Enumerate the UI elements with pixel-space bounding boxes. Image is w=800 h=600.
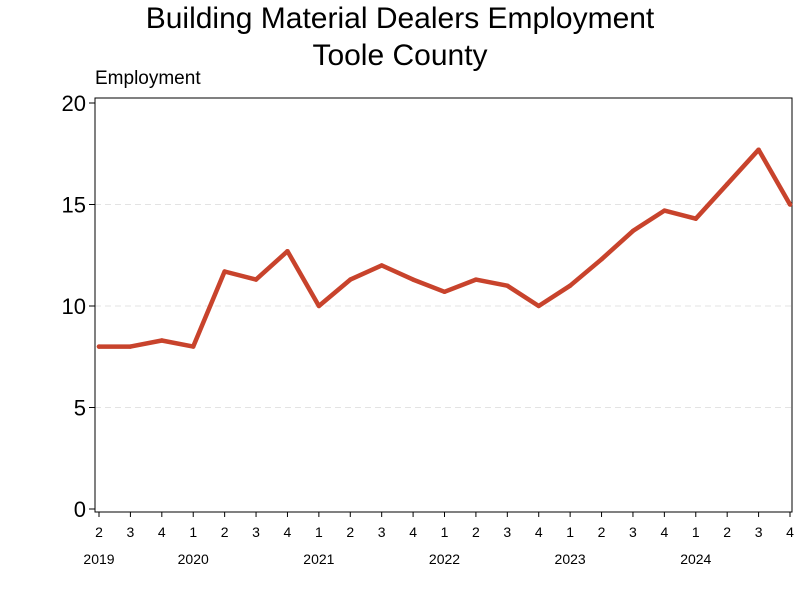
data-point [473,277,479,282]
year-label: 2024 [680,551,711,567]
year-label: 2019 [83,551,114,567]
x-tick-label: 3 [127,524,135,540]
data-point [316,303,322,309]
x-tick-label: 1 [692,524,700,540]
series-line [96,147,793,349]
chart-subtitle: Toole County [312,39,488,72]
x-axis: 2 3 4 1 2 3 4 1 2 3 4 1 2 3 4 1 2 3 4 1 2 3 4 2019 2020 2021 2022 2… [83,512,794,567]
x-tick-label: 2 [723,524,731,540]
data-point [379,263,384,268]
data-point [599,257,604,262]
data-point [410,277,416,282]
data-point [693,216,698,221]
series-group [96,147,793,349]
data-point [159,338,165,343]
data-point [505,283,510,288]
y-tick-label: 20 [62,91,86,116]
x-tick-label: 4 [535,524,543,540]
y-tick-label: 10 [62,294,86,319]
plot-frame [94,97,793,513]
x-tick-label: 3 [252,524,260,540]
data-point [662,208,667,213]
x-tick-label: 1 [566,524,574,540]
year-label: 2021 [303,551,334,567]
x-tick-label: 1 [315,524,323,540]
x-tick-label: 4 [284,524,292,540]
data-point [442,289,447,294]
x-tick-label: 4 [409,524,417,540]
y-axis-label: Employment [95,68,201,89]
x-tick-label: 4 [660,524,668,540]
x-tick-label: 4 [158,524,166,540]
data-point [253,277,259,282]
x-tick-label: 3 [755,524,763,540]
year-label: 2023 [555,551,586,567]
x-tick-label: 2 [221,524,229,540]
data-point [128,344,133,349]
x-tick-label: 1 [441,524,449,540]
data-point [567,283,573,288]
x-tick-label: 2 [95,524,103,540]
gridlines [95,204,792,408]
data-point [536,303,541,309]
data-point [222,269,227,274]
x-tick-label: 2 [472,524,480,540]
x-tick-label: 3 [629,524,637,540]
x-tick-label: 2 [598,524,606,540]
data-point [285,248,290,254]
year-label: 2020 [178,551,209,567]
y-tick-label: 0 [74,497,86,522]
x-tick-label: 1 [189,524,197,540]
data-point [787,202,793,207]
y-tick-label: 5 [74,396,86,421]
data-point [191,344,196,349]
data-point [348,277,353,282]
data-point [756,147,761,152]
x-tick-label: 3 [503,524,511,540]
x-tick-label: 3 [378,524,386,540]
x-tick-label: 4 [786,524,794,540]
chart-title: Building Material Dealers Employment [145,2,655,35]
data-point [630,228,636,234]
y-tick-label: 15 [62,193,86,218]
data-point [96,344,102,349]
x-tick-label: 2 [346,524,354,540]
year-label: 2022 [429,551,460,567]
y-axis: 0 5 10 15 20 [62,91,95,522]
data-point [724,182,730,187]
